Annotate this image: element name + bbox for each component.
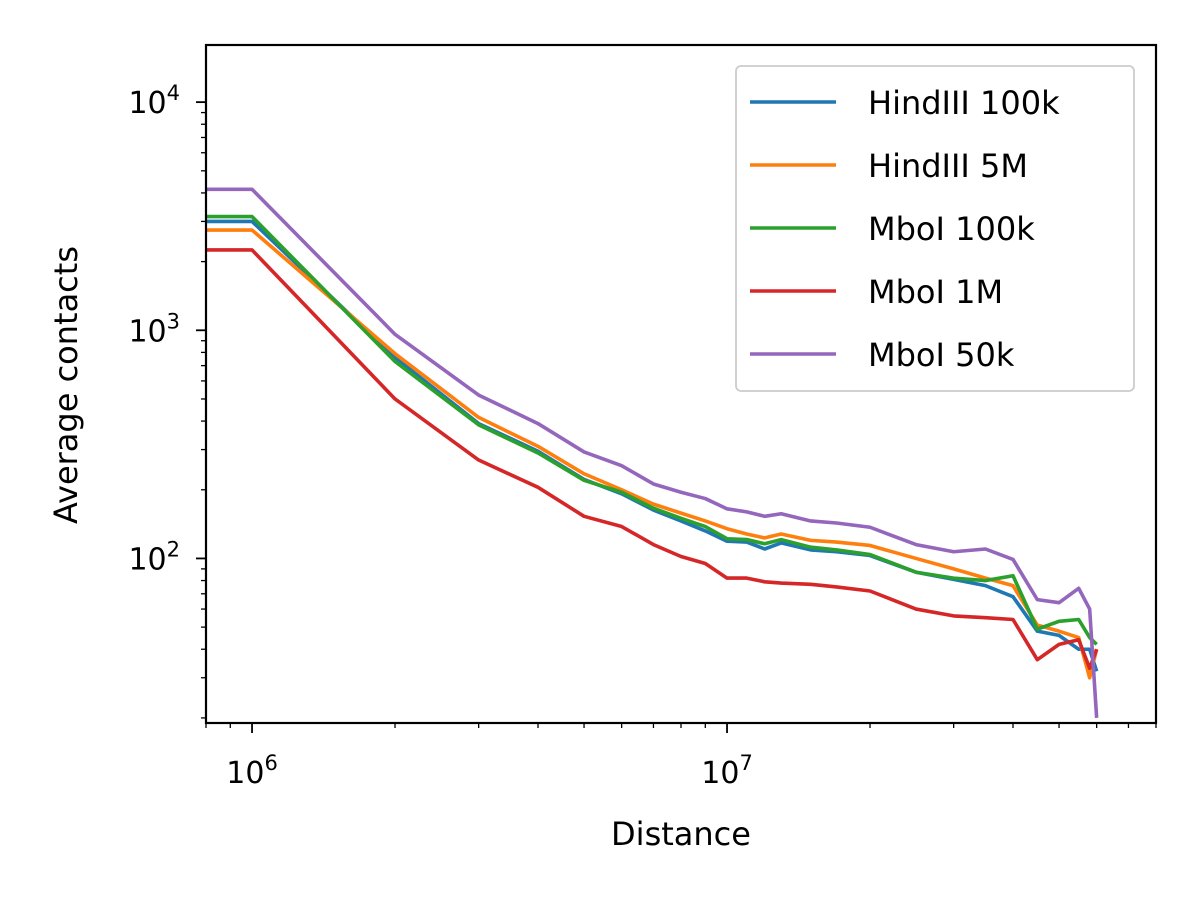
y-tick-label: 104 (128, 81, 180, 121)
legend-label-1: HindIII 5M (868, 147, 1028, 185)
legend-label-4: MboI 50k (868, 336, 1015, 374)
series-line-2 (206, 214, 1098, 646)
y-axis: 102 103 104 (128, 81, 206, 719)
legend-box (735, 65, 1135, 392)
y-tick-label: 102 (128, 537, 180, 577)
legend-label-2: MboI 100k (868, 210, 1035, 248)
y-axis-label: Average contacts (47, 246, 85, 524)
x-tick-label: 106 (226, 751, 278, 791)
series-layer (206, 187, 1099, 719)
series-line-4 (206, 187, 1099, 719)
x-axis: 106 107 (205, 723, 1157, 791)
x-tick-label: 107 (701, 751, 753, 791)
legend-label-0: HindIII 100k (868, 84, 1060, 122)
y-tick-label: 103 (128, 309, 180, 349)
legend: HindIII 100k HindIII 5M MboI 100k MboI 1M Mb… (735, 65, 1135, 392)
series-line-3 (206, 248, 1099, 671)
x-axis-label: Distance (611, 815, 751, 853)
legend-label-3: MboI 1M (868, 273, 1003, 311)
